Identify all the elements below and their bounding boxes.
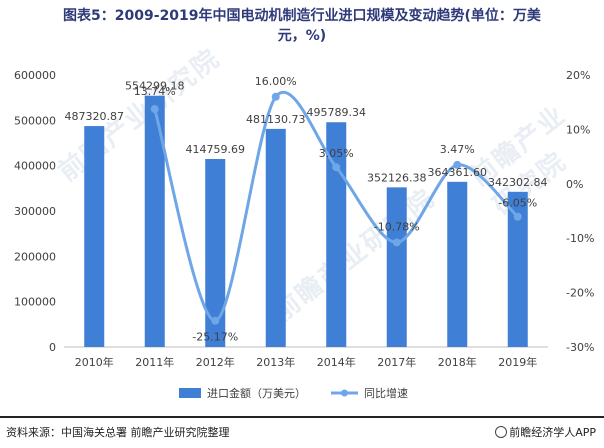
growth-value-label: 3.05% (319, 147, 354, 160)
chart-title: 图表5：2009-2019年中国电动机制造行业进口规模及变动趋势(单位：万美 元… (0, 6, 604, 46)
x-tick-label: 2017年 (377, 355, 416, 369)
bar-value-label: 481130.73 (246, 113, 306, 126)
x-tick-label: 2014年 (317, 355, 356, 369)
y-left-tick-label: 600000 (14, 69, 56, 82)
bar (265, 128, 286, 347)
growth-line (153, 90, 519, 323)
x-tick-label: 2018年 (438, 355, 477, 369)
growth-value-label: 3.47% (440, 143, 475, 156)
y-left-tick-label: 500000 (14, 114, 56, 127)
growth-value-label: 13.74% (134, 85, 176, 98)
bar (205, 158, 226, 347)
y-right-tick-label: -20% (566, 287, 594, 300)
footer: 资料来源：中国海关总署 前瞻产业研究院整理 前瞻经济学人APP (0, 416, 604, 448)
y-right-tick-label: -30% (566, 341, 594, 354)
growth-point (271, 92, 280, 101)
chart-title-line2: 元，%) (277, 28, 327, 44)
brand-text: 前瞻经济学人APP (509, 426, 596, 439)
legend-bar-label: 进口金额（万美元） (207, 386, 306, 400)
growth-point (392, 238, 401, 247)
growth-point (211, 316, 220, 325)
legend-line-marker (341, 389, 348, 397)
source-note: 资料来源：中国海关总署 前瞻产业研究院整理 (6, 426, 230, 439)
bar (84, 126, 105, 347)
growth-point (513, 212, 522, 221)
growth-value-label: -10.78% (374, 220, 420, 233)
growth-point (150, 105, 159, 114)
bar (386, 187, 407, 347)
growth-point (453, 160, 462, 169)
bar (326, 122, 347, 348)
combo-chart: 0 100000 200000 300000 400000 500000 600000 -30… (14, 69, 594, 400)
bar-value-label: 414759.69 (186, 143, 246, 156)
bar-value-label: 342302.84 (488, 176, 548, 189)
bar-value-label: 487320.87 (65, 110, 125, 123)
y-left-tick-label: 0 (49, 341, 56, 354)
x-tick-label: 2010年 (75, 355, 114, 369)
chart-title-line1: 图表5：2009-2019年中国电动机制造行业进口规模及变动趋势(单位：万美 (63, 8, 541, 24)
bar (447, 181, 468, 347)
bar (507, 191, 528, 347)
x-tick-label: 2019年 (498, 355, 537, 369)
growth-point (332, 163, 341, 172)
bar (144, 95, 165, 347)
y-right-tick-label: 20% (566, 69, 590, 82)
brand-label: 前瞻经济学人APP (495, 424, 596, 440)
legend-line-label: 同比增速 (364, 386, 408, 400)
y-left-tick-label: 200000 (14, 250, 56, 263)
growth-value-label: 16.00% (255, 75, 297, 88)
legend-bar-swatch (179, 388, 201, 398)
y-left-tick-label: 300000 (14, 205, 56, 218)
x-tick-label: 2011年 (135, 355, 174, 369)
growth-value-label: -6.05% (498, 197, 537, 210)
x-tick-label: 2013年 (256, 355, 295, 369)
y-left-tick-label: 100000 (14, 296, 56, 309)
bar-value-label: 554299.18 (125, 80, 185, 93)
y-left-tick-label: 400000 (14, 160, 56, 173)
chart-area: 0 100000 200000 300000 400000 500000 600000 -30… (14, 69, 594, 400)
bar-value-label: 352126.38 (367, 171, 427, 184)
growth-value-label: -25.17% (192, 331, 238, 344)
y-right-tick-label: 10% (566, 123, 590, 136)
bar-value-label: 495789.34 (307, 106, 367, 119)
brand-logo-icon (495, 426, 508, 438)
y-right-tick-label: -10% (566, 232, 594, 245)
bar-value-label: 364361.60 (428, 166, 488, 179)
x-tick-label: 2012年 (196, 355, 235, 369)
y-right-tick-label: 0% (566, 178, 583, 191)
